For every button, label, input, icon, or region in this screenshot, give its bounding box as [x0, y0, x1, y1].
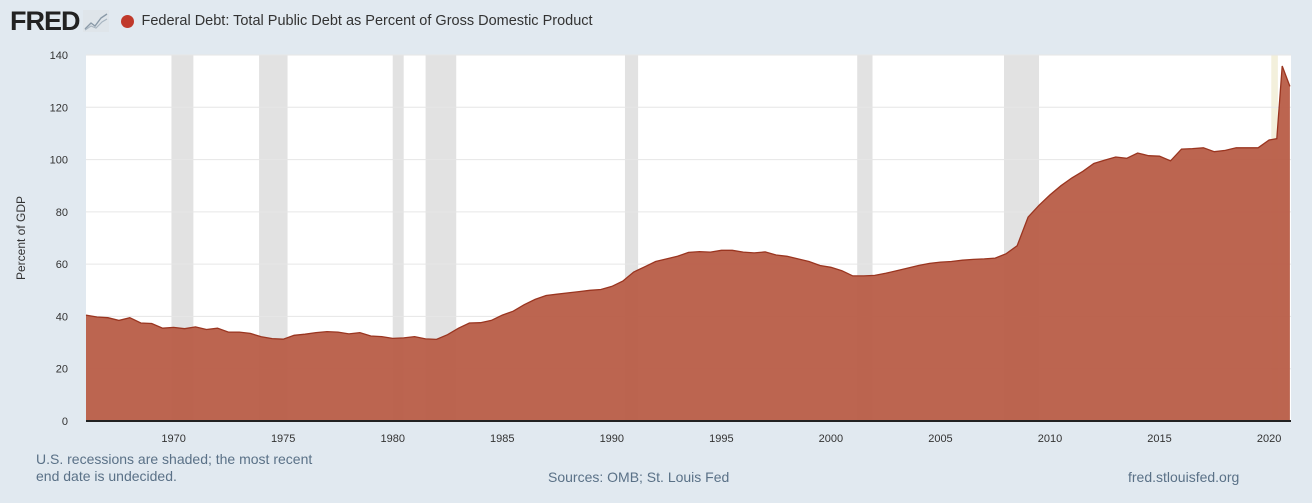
line-chart-icon: [82, 10, 109, 32]
x-tick-label: 2015: [1147, 433, 1171, 445]
x-tick-label: 1985: [490, 433, 514, 445]
x-tick-label: 1970: [161, 433, 185, 445]
recession-note-line2: end date is undecided.: [36, 468, 177, 484]
recession-band: [392, 55, 404, 421]
site-link[interactable]: fred.stlouisfed.org: [1128, 469, 1240, 485]
x-tick-label: 1990: [600, 433, 624, 445]
x-tick-label: 1980: [380, 433, 404, 445]
y-tick-label: 100: [50, 155, 68, 167]
chart-header: FRED Federal Debt: Total Public Debt as …: [10, 6, 593, 36]
y-tick-label: 140: [50, 50, 68, 62]
recession-note: U.S. recessions are shaded; the most rec…: [36, 451, 312, 485]
series-legend-dot: [120, 14, 134, 28]
series-area: [86, 66, 1290, 421]
x-tick-label: 2005: [928, 433, 952, 445]
x-tick-label: 2020: [1257, 433, 1281, 445]
series-line: [85, 65, 1291, 341]
chart-title: Federal Debt: Total Public Debt as Perce…: [141, 13, 593, 29]
y-tick-label: 120: [50, 102, 68, 114]
x-tick-label: 1975: [271, 433, 295, 445]
y-axis-label: Percent of GDP: [14, 196, 28, 280]
y-tick-label: 80: [56, 207, 68, 219]
recession-note-line1: U.S. recessions are shaded; the most rec…: [36, 451, 313, 467]
y-tick-label: 0: [62, 416, 68, 428]
x-tick-label: 2010: [1038, 433, 1062, 445]
fred-logo[interactable]: FRED: [10, 5, 80, 36]
sources: Sources: OMB; St. Louis Fed: [548, 469, 730, 485]
y-tick-label: 40: [56, 311, 68, 323]
x-tick-label: 2000: [819, 433, 843, 445]
x-tick-label: 1995: [709, 433, 733, 445]
y-tick-label: 20: [56, 364, 68, 376]
y-tick-label: 60: [56, 259, 68, 271]
